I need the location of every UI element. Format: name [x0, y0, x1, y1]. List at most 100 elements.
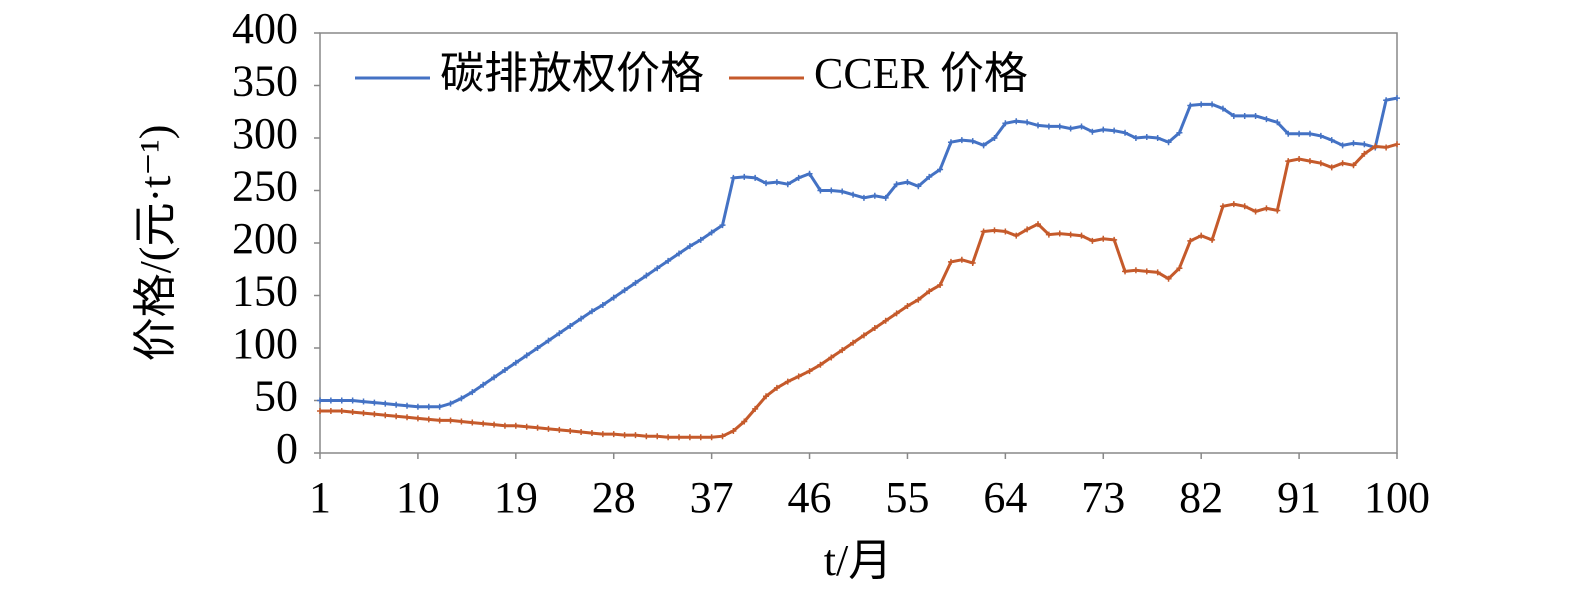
point-marker: [686, 243, 693, 250]
point-marker: [360, 410, 367, 417]
point-marker: [567, 427, 574, 434]
point-marker: [1056, 230, 1063, 237]
point-marker: [915, 296, 922, 303]
point-marker: [915, 183, 922, 190]
point-marker: [730, 174, 737, 181]
point-marker: [1317, 132, 1324, 139]
point-marker: [1339, 160, 1346, 167]
point-marker: [741, 173, 748, 180]
point-marker: [1132, 267, 1139, 274]
point-marker: [926, 173, 933, 180]
point-marker: [523, 352, 530, 359]
point-marker: [360, 398, 367, 405]
point-marker: [1111, 236, 1118, 243]
point-marker: [393, 401, 400, 408]
y-tick-label: 250: [232, 162, 298, 211]
point-marker: [414, 415, 421, 422]
point-marker: [697, 434, 704, 441]
point-marker: [926, 288, 933, 295]
point-marker: [1143, 268, 1150, 275]
point-marker: [1187, 237, 1194, 244]
point-marker: [458, 418, 465, 425]
x-tick-label: 28: [592, 473, 636, 522]
point-marker: [534, 424, 541, 431]
point-marker: [1187, 102, 1194, 109]
point-marker: [545, 425, 552, 432]
point-marker: [1274, 119, 1281, 126]
point-marker: [1230, 201, 1237, 208]
y-tick-label: 400: [232, 4, 298, 53]
point-marker: [1219, 203, 1226, 210]
point-marker: [480, 381, 487, 388]
point-marker: [871, 325, 878, 332]
point-marker: [491, 421, 498, 428]
point-marker: [817, 361, 824, 368]
point-marker: [556, 330, 563, 337]
point-marker: [1361, 141, 1368, 148]
point-marker: [512, 359, 519, 366]
point-marker: [447, 400, 454, 407]
point-marker: [610, 294, 617, 301]
point-marker: [980, 142, 987, 149]
point-marker: [599, 301, 606, 308]
point-marker: [425, 403, 432, 410]
point-marker: [414, 403, 421, 410]
point-marker: [1067, 125, 1074, 132]
point-marker: [349, 409, 356, 416]
point-marker: [610, 431, 617, 438]
point-marker: [828, 354, 835, 361]
point-marker: [1339, 142, 1346, 149]
point-marker: [501, 367, 508, 374]
point-marker: [1089, 128, 1096, 135]
point-marker: [556, 426, 563, 433]
point-marker: [643, 433, 650, 440]
point-marker: [752, 174, 759, 181]
point-marker: [1198, 232, 1205, 239]
point-marker: [1306, 158, 1313, 165]
point-marker: [1209, 101, 1216, 108]
point-marker: [850, 191, 857, 198]
point-marker: [371, 399, 378, 406]
point-marker: [501, 422, 508, 429]
point-marker: [480, 420, 487, 427]
point-marker: [665, 434, 672, 441]
point-marker: [327, 397, 334, 404]
point-marker: [491, 374, 498, 381]
point-marker: [512, 422, 519, 429]
point-marker: [1143, 133, 1150, 140]
point-marker: [719, 433, 726, 440]
point-marker: [404, 414, 411, 421]
point-marker: [1372, 143, 1379, 150]
point-marker: [1056, 123, 1063, 130]
point-marker: [621, 432, 628, 439]
point-marker: [1111, 127, 1118, 134]
point-marker: [1013, 232, 1020, 239]
point-marker: [1198, 101, 1205, 108]
point-marker: [1296, 130, 1303, 137]
y-tick-label: 300: [232, 109, 298, 158]
point-marker: [654, 265, 661, 272]
point-marker: [773, 384, 780, 391]
point-marker: [588, 308, 595, 315]
point-marker: [947, 139, 954, 146]
x-tick-label: 1: [309, 473, 331, 522]
point-marker: [1350, 140, 1357, 147]
point-marker: [393, 413, 400, 420]
point-marker: [1241, 112, 1248, 119]
point-marker: [1165, 139, 1172, 146]
point-marker: [1296, 156, 1303, 162]
point-marker: [1176, 265, 1183, 272]
point-marker: [1252, 112, 1259, 119]
point-marker: [871, 192, 878, 199]
point-marker: [860, 332, 867, 339]
point-marker: [1165, 275, 1172, 282]
x-tick-label: 82: [1179, 473, 1223, 522]
point-marker: [1252, 208, 1259, 215]
point-marker: [578, 429, 585, 435]
point-marker: [839, 347, 846, 354]
point-marker: [654, 433, 661, 440]
point-marker: [588, 430, 595, 437]
point-marker: [1383, 144, 1390, 151]
x-tick-label: 46: [788, 473, 832, 522]
x-tick-label: 19: [494, 473, 538, 522]
